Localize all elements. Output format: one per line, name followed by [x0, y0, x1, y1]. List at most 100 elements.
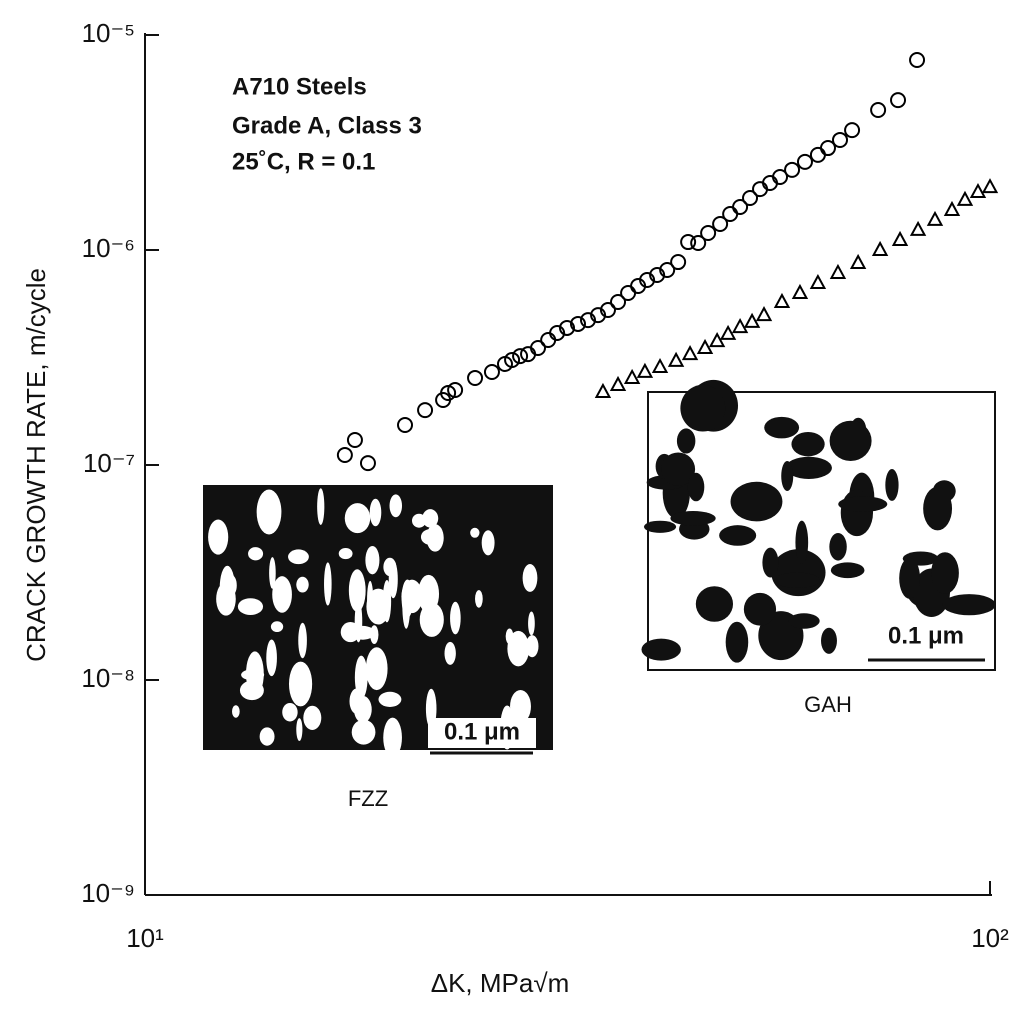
texture	[412, 513, 427, 528]
texture	[791, 431, 825, 457]
y-tick-label: 10⁻⁵	[82, 18, 135, 48]
data-point	[467, 369, 484, 386]
texture	[266, 639, 277, 677]
y-tick-label: 10⁻⁸	[81, 663, 135, 693]
data-point	[417, 402, 434, 419]
data-point	[891, 230, 909, 247]
data-point	[590, 307, 607, 324]
annotation: A710 Steels	[232, 73, 367, 100]
texture	[764, 416, 800, 439]
y-axis-label: CRACK GROWTH RATE, m/cycle	[21, 268, 51, 662]
data-point	[708, 331, 726, 348]
texture	[942, 594, 996, 616]
texture	[830, 562, 865, 579]
texture	[351, 719, 376, 745]
texture	[338, 547, 353, 560]
data-point	[681, 344, 699, 361]
data-point	[609, 375, 627, 392]
texture	[365, 647, 388, 691]
texture	[641, 638, 681, 661]
texture	[219, 565, 235, 612]
data-point	[623, 368, 641, 384]
data-point	[529, 340, 546, 357]
texture	[248, 547, 264, 561]
texture	[450, 601, 461, 635]
texture	[781, 460, 794, 491]
data-point	[512, 348, 529, 365]
data-point	[670, 254, 687, 271]
data-point	[743, 312, 761, 328]
texture	[470, 527, 480, 538]
data-point	[791, 283, 809, 299]
texture	[829, 532, 847, 561]
texture	[899, 557, 921, 599]
texture	[288, 661, 313, 707]
data-point	[397, 416, 414, 433]
data-point	[772, 169, 789, 186]
texture	[208, 519, 229, 555]
data-point	[755, 305, 773, 322]
data-point	[680, 234, 697, 251]
texture	[344, 503, 371, 534]
data-point	[440, 384, 457, 401]
data-point	[809, 273, 827, 290]
texture	[365, 545, 380, 575]
data-point	[559, 319, 576, 336]
data-point	[659, 262, 676, 279]
texture	[923, 486, 953, 531]
texture	[695, 586, 734, 622]
texture	[298, 622, 307, 659]
data-point	[819, 140, 836, 157]
data-point	[742, 190, 759, 207]
texture	[719, 525, 757, 546]
texture	[762, 547, 779, 578]
texture	[774, 572, 821, 588]
texture	[324, 562, 332, 606]
texture	[525, 635, 539, 658]
data-point	[569, 315, 586, 332]
texture	[670, 511, 716, 526]
texture	[383, 557, 397, 577]
x-tick-label: 10²	[971, 923, 1009, 953]
texture	[507, 630, 530, 667]
data-point	[580, 312, 597, 329]
data-point	[829, 263, 847, 279]
insets	[203, 379, 996, 758]
texture	[350, 625, 375, 640]
data-point	[849, 253, 867, 270]
data-point	[620, 284, 637, 301]
data-point	[346, 432, 363, 449]
texture	[378, 691, 402, 707]
data-point	[981, 178, 999, 194]
data-point	[649, 267, 666, 284]
texture	[680, 384, 726, 432]
texture	[687, 472, 705, 502]
data-point	[890, 92, 907, 109]
data-point	[690, 234, 707, 251]
texture	[795, 520, 809, 565]
data-point	[483, 363, 500, 380]
data-point	[796, 153, 813, 170]
texture	[383, 717, 402, 758]
texture	[389, 494, 403, 518]
data-point	[504, 351, 521, 368]
data-point	[336, 447, 353, 464]
data-point	[956, 190, 974, 206]
texture	[237, 598, 264, 616]
texture	[475, 590, 483, 608]
data-point	[719, 324, 737, 340]
texture	[510, 689, 531, 724]
data-point	[549, 325, 566, 342]
texture	[661, 452, 696, 486]
texture	[931, 552, 959, 594]
data-point	[784, 161, 801, 178]
data-point	[447, 381, 464, 398]
data-point	[809, 146, 826, 163]
inset-label: GAH	[804, 692, 852, 717]
texture	[369, 498, 382, 527]
texture	[232, 705, 240, 718]
texture	[422, 509, 439, 528]
data-point	[870, 101, 887, 118]
data-point	[667, 351, 685, 367]
